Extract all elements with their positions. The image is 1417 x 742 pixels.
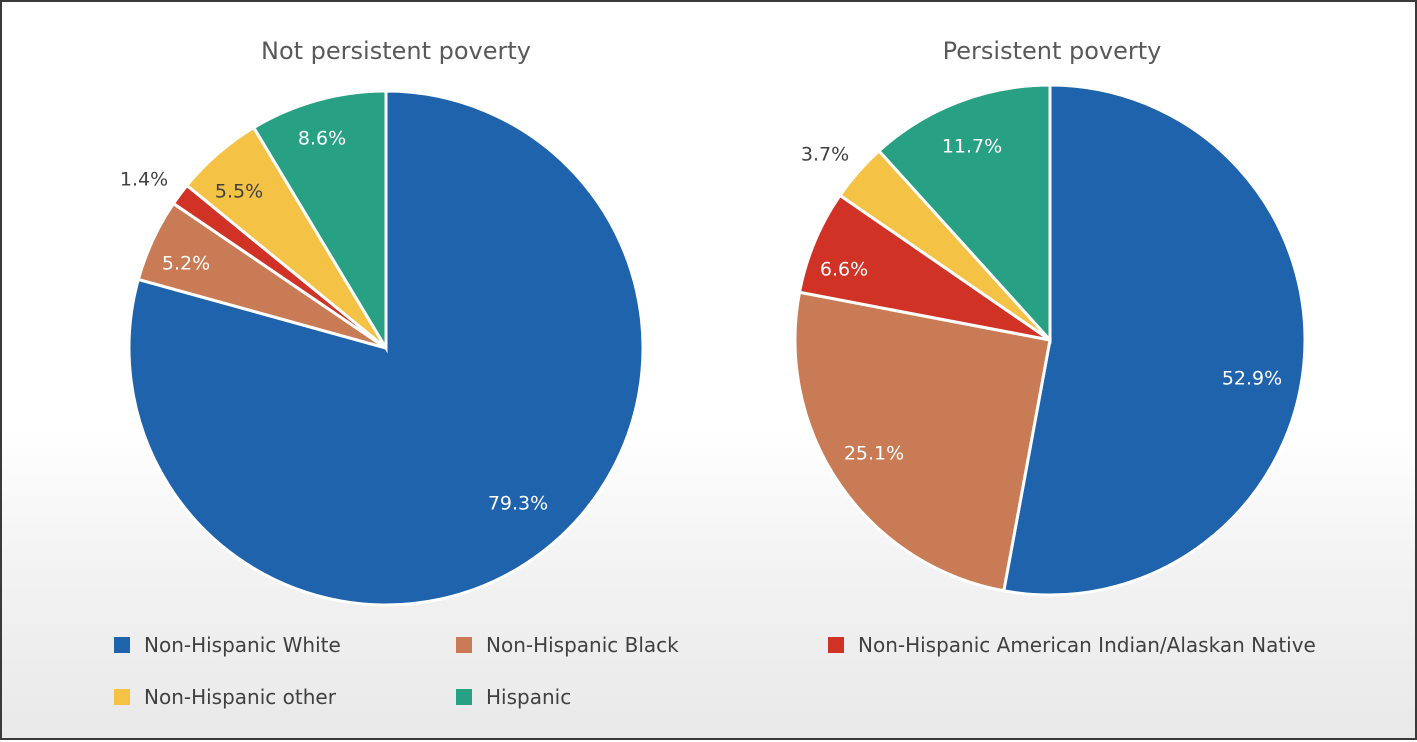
data-label-non-hispanic-black: 25.1% <box>844 443 904 465</box>
legend-item-non-hispanic-other: Non-Hispanic other <box>114 682 336 712</box>
pie-chart-not-persistent-poverty: Not persistent poverty 79.3% 5.2% 1.4% 5.5% 8… <box>120 37 645 607</box>
data-label-non-hispanic-american-indian-alaskan-native: 1.4% <box>120 169 168 191</box>
legend-label: Non-Hispanic Black <box>486 633 679 657</box>
legend-swatch <box>114 689 130 705</box>
pie-chart-persistent-poverty: Persistent poverty 52.9% 25.1% 6.6% 3.7% 11.7… <box>793 37 1307 597</box>
legend-item-hispanic: Hispanic <box>456 682 571 712</box>
legend-swatch <box>456 689 472 705</box>
legend-item-non-hispanic-black: Non-Hispanic Black <box>456 630 679 660</box>
data-label-non-hispanic-other: 3.7% <box>801 144 849 166</box>
data-label-non-hispanic-american-indian-alaskan-native: 6.6% <box>820 259 868 281</box>
legend-label: Hispanic <box>486 685 572 709</box>
data-label-hispanic: 8.6% <box>298 128 346 150</box>
chart-title: Persistent poverty <box>943 37 1162 65</box>
chart-legend: Non-Hispanic White Non-Hispanic Black No… <box>114 630 1404 720</box>
legend-label: Non-Hispanic American Indian/Alaskan Nat… <box>858 633 1316 657</box>
legend-swatch <box>456 637 472 653</box>
legend-item-non-hispanic-american-indian: Non-Hispanic American Indian/Alaskan Nat… <box>828 630 1316 660</box>
pie-slice-non-hispanic-white <box>127 89 645 607</box>
pie-slice-hispanic <box>876 83 1052 344</box>
legend-label: Non-Hispanic other <box>144 685 336 709</box>
legend-label: Non-Hispanic White <box>144 633 341 657</box>
data-label-non-hispanic-white: 52.9% <box>1222 368 1282 390</box>
pie-slice-hispanic <box>251 89 388 354</box>
pie-slice-non-hispanic-black <box>793 290 1052 593</box>
data-label-hispanic: 11.7% <box>942 136 1002 158</box>
legend-swatch <box>828 637 844 653</box>
pie-slice-non-hispanic-white <box>1002 83 1307 597</box>
data-label-non-hispanic-black: 5.2% <box>162 253 210 275</box>
legend-swatch <box>114 637 130 653</box>
legend-item-non-hispanic-white: Non-Hispanic White <box>114 630 341 660</box>
chart-title: Not persistent poverty <box>261 37 531 65</box>
data-label-non-hispanic-white: 79.3% <box>488 493 548 515</box>
data-label-non-hispanic-other: 5.5% <box>215 181 263 203</box>
